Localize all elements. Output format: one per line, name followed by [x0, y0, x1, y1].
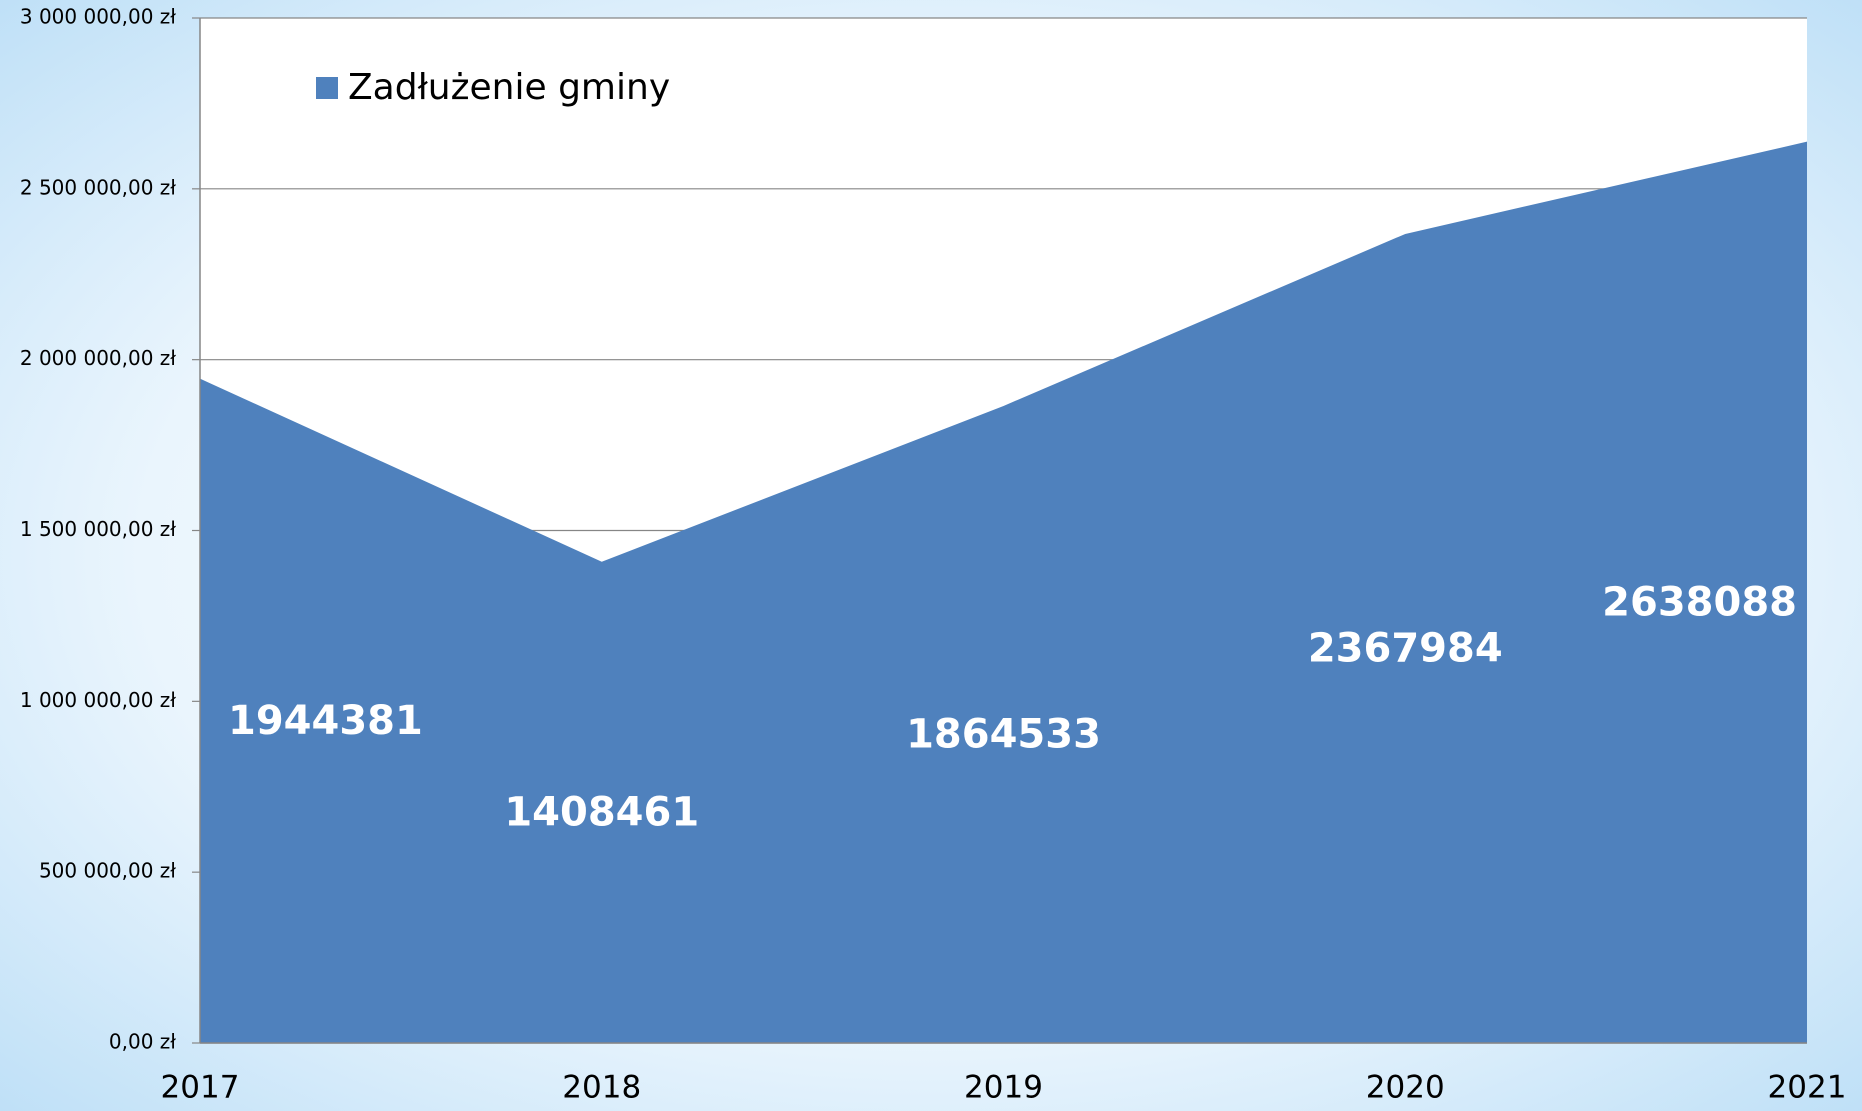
x-tick-label: 2019 — [964, 1070, 1043, 1106]
y-tick-label: 2 500 000,00 zł — [20, 175, 176, 199]
x-tick-label: 2020 — [1366, 1070, 1445, 1106]
legend-label: Zadłużenie gminy — [348, 67, 670, 108]
data-label: 1864533 — [906, 711, 1101, 757]
data-label: 1408461 — [504, 789, 699, 835]
y-tick-label: 1 500 000,00 zł — [20, 517, 176, 541]
y-tick-label: 0,00 zł — [109, 1030, 176, 1054]
x-tick-label: 2021 — [1768, 1070, 1847, 1106]
y-tick-label: 500 000,00 zł — [39, 859, 176, 883]
y-tick-label: 1 000 000,00 zł — [20, 688, 176, 712]
data-label: 2367984 — [1308, 625, 1503, 671]
y-tick-label: 2 000 000,00 zł — [20, 346, 176, 370]
y-tick-label: 3 000 000,00 zł — [20, 5, 176, 29]
data-label: 1944381 — [228, 698, 423, 744]
data-label: 2638088 — [1602, 579, 1797, 625]
area — [200, 141, 1807, 1043]
legend-swatch — [316, 77, 338, 99]
x-tick-label: 2017 — [161, 1070, 240, 1106]
x-tick-label: 2018 — [562, 1070, 641, 1106]
